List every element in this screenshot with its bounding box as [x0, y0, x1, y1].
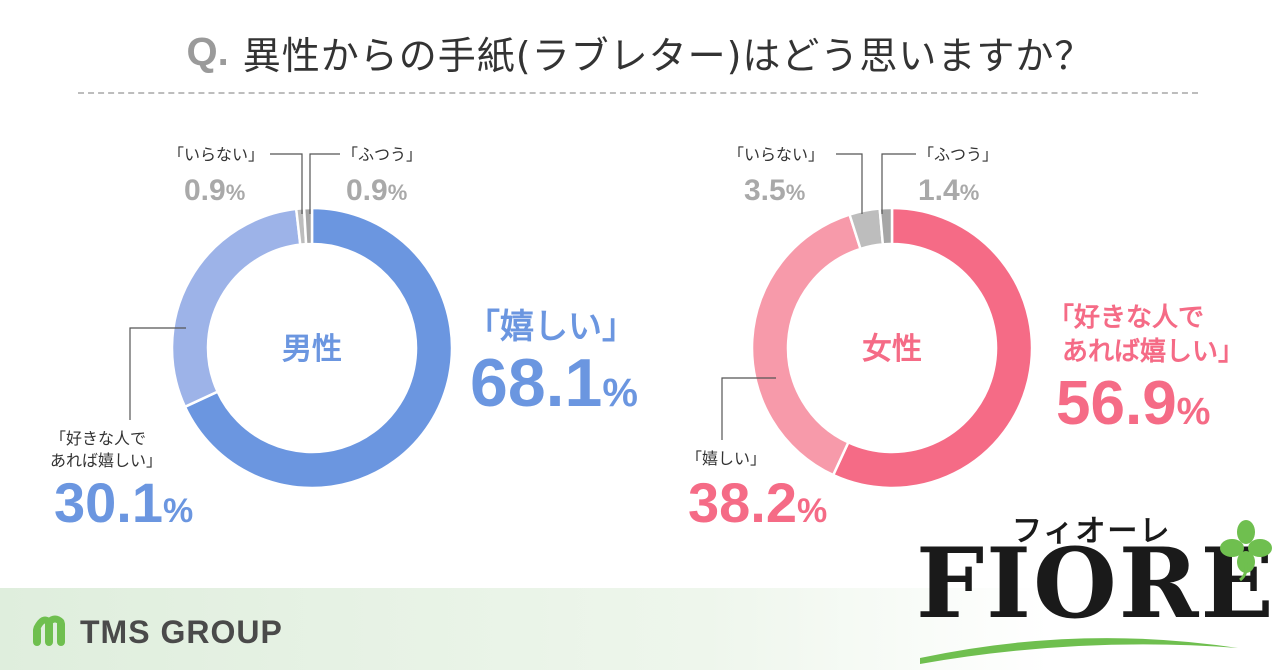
tms-group-text: TMS GROUP: [80, 613, 283, 650]
slice-value-conditional-number: 30.1: [54, 471, 163, 534]
slice-value-normal-number: 1.4: [918, 174, 960, 207]
dashed-divider: [78, 92, 1198, 94]
slice-value-unneeded-unit: %: [786, 180, 806, 205]
slice-value-normal: 1.4%: [918, 174, 979, 207]
slice-label-unneeded: 「いらない」: [728, 145, 824, 164]
donut-slice-1: [170, 207, 302, 409]
center-label: 女性: [862, 332, 922, 367]
donut-slice-0: [183, 206, 454, 490]
center-label: 男性: [282, 332, 342, 367]
fiore-wordmark: FIORE: [916, 527, 1276, 640]
leader-line-happy: [721, 377, 776, 440]
slice-value-happy-unit: %: [797, 492, 827, 530]
slice-label-normal: 「ふつう」: [342, 145, 422, 164]
slice-value-unneeded-number: 0.9: [184, 174, 226, 207]
question-header: Q. 異性からの手紙(ラブレター)はどう思いますか？: [0, 22, 1280, 82]
fiore-kana-text: フィオーレ: [1012, 514, 1172, 549]
leader-line-normal: [309, 153, 340, 214]
slice-label-happy: 「嬉しい」: [466, 307, 636, 347]
tms-m-logo-icon: [33, 615, 65, 646]
donut-slice-3: [302, 206, 314, 246]
slice-value-unneeded-number: 3.5: [744, 174, 786, 207]
slice-value-happy: 68.1%: [470, 345, 638, 421]
donut-slice-0: [831, 206, 1034, 490]
slice-label-conditional-line1: 「好きな人で: [50, 429, 146, 448]
leader-line-conditional: [129, 327, 186, 420]
slice-label-conditional-line2: あれば嬉しい」: [50, 451, 162, 470]
slice-value-conditional-unit: %: [1177, 391, 1211, 433]
slice-value-unneeded: 0.9%: [184, 174, 245, 207]
slice-label-unneeded: 「いらない」: [168, 145, 264, 164]
slice-value-unneeded-unit: %: [226, 180, 246, 205]
fiore-swoosh: [920, 638, 1238, 664]
leader-line-unneeded: [836, 153, 863, 214]
question-text: 異性からの手紙(ラブレター)はどう思いますか？: [242, 33, 1094, 78]
slice-value-happy-number: 38.2: [688, 471, 797, 534]
slice-value-happy: 38.2%: [688, 471, 827, 534]
footer-band: [0, 588, 1280, 670]
slice-label-happy: 「嬉しい」: [686, 449, 766, 468]
leader-line-unneeded: [270, 153, 303, 214]
leader-line-normal: [881, 153, 916, 214]
donut-slice-1: [750, 213, 863, 477]
slice-value-happy-number: 68.1: [470, 345, 602, 421]
slice-value-conditional: 30.1%: [54, 471, 193, 534]
donut-slice-3: [878, 206, 894, 246]
slice-value-normal-number: 0.9: [346, 174, 388, 207]
slice-value-conditional-unit: %: [163, 492, 193, 530]
slice-value-conditional: 56.9%: [1056, 369, 1210, 438]
slice-value-normal-unit: %: [388, 180, 408, 205]
slice-value-conditional-number: 56.9: [1056, 369, 1177, 438]
question-mark: Q.: [186, 29, 229, 74]
slice-value-happy-unit: %: [602, 371, 638, 415]
slice-value-normal: 0.9%: [346, 174, 407, 207]
slice-label-normal: 「ふつう」: [918, 145, 998, 164]
slice-value-unneeded: 3.5%: [744, 174, 805, 207]
slice-label-conditional-line1: 「好きな人で: [1048, 302, 1204, 333]
tms-group-logo: TMS GROUP: [30, 610, 283, 654]
slice-label-conditional-line2: あれば嬉しい」: [1062, 337, 1244, 367]
slice-value-normal-unit: %: [960, 180, 980, 205]
clover-leaf-icon: [1220, 520, 1272, 582]
